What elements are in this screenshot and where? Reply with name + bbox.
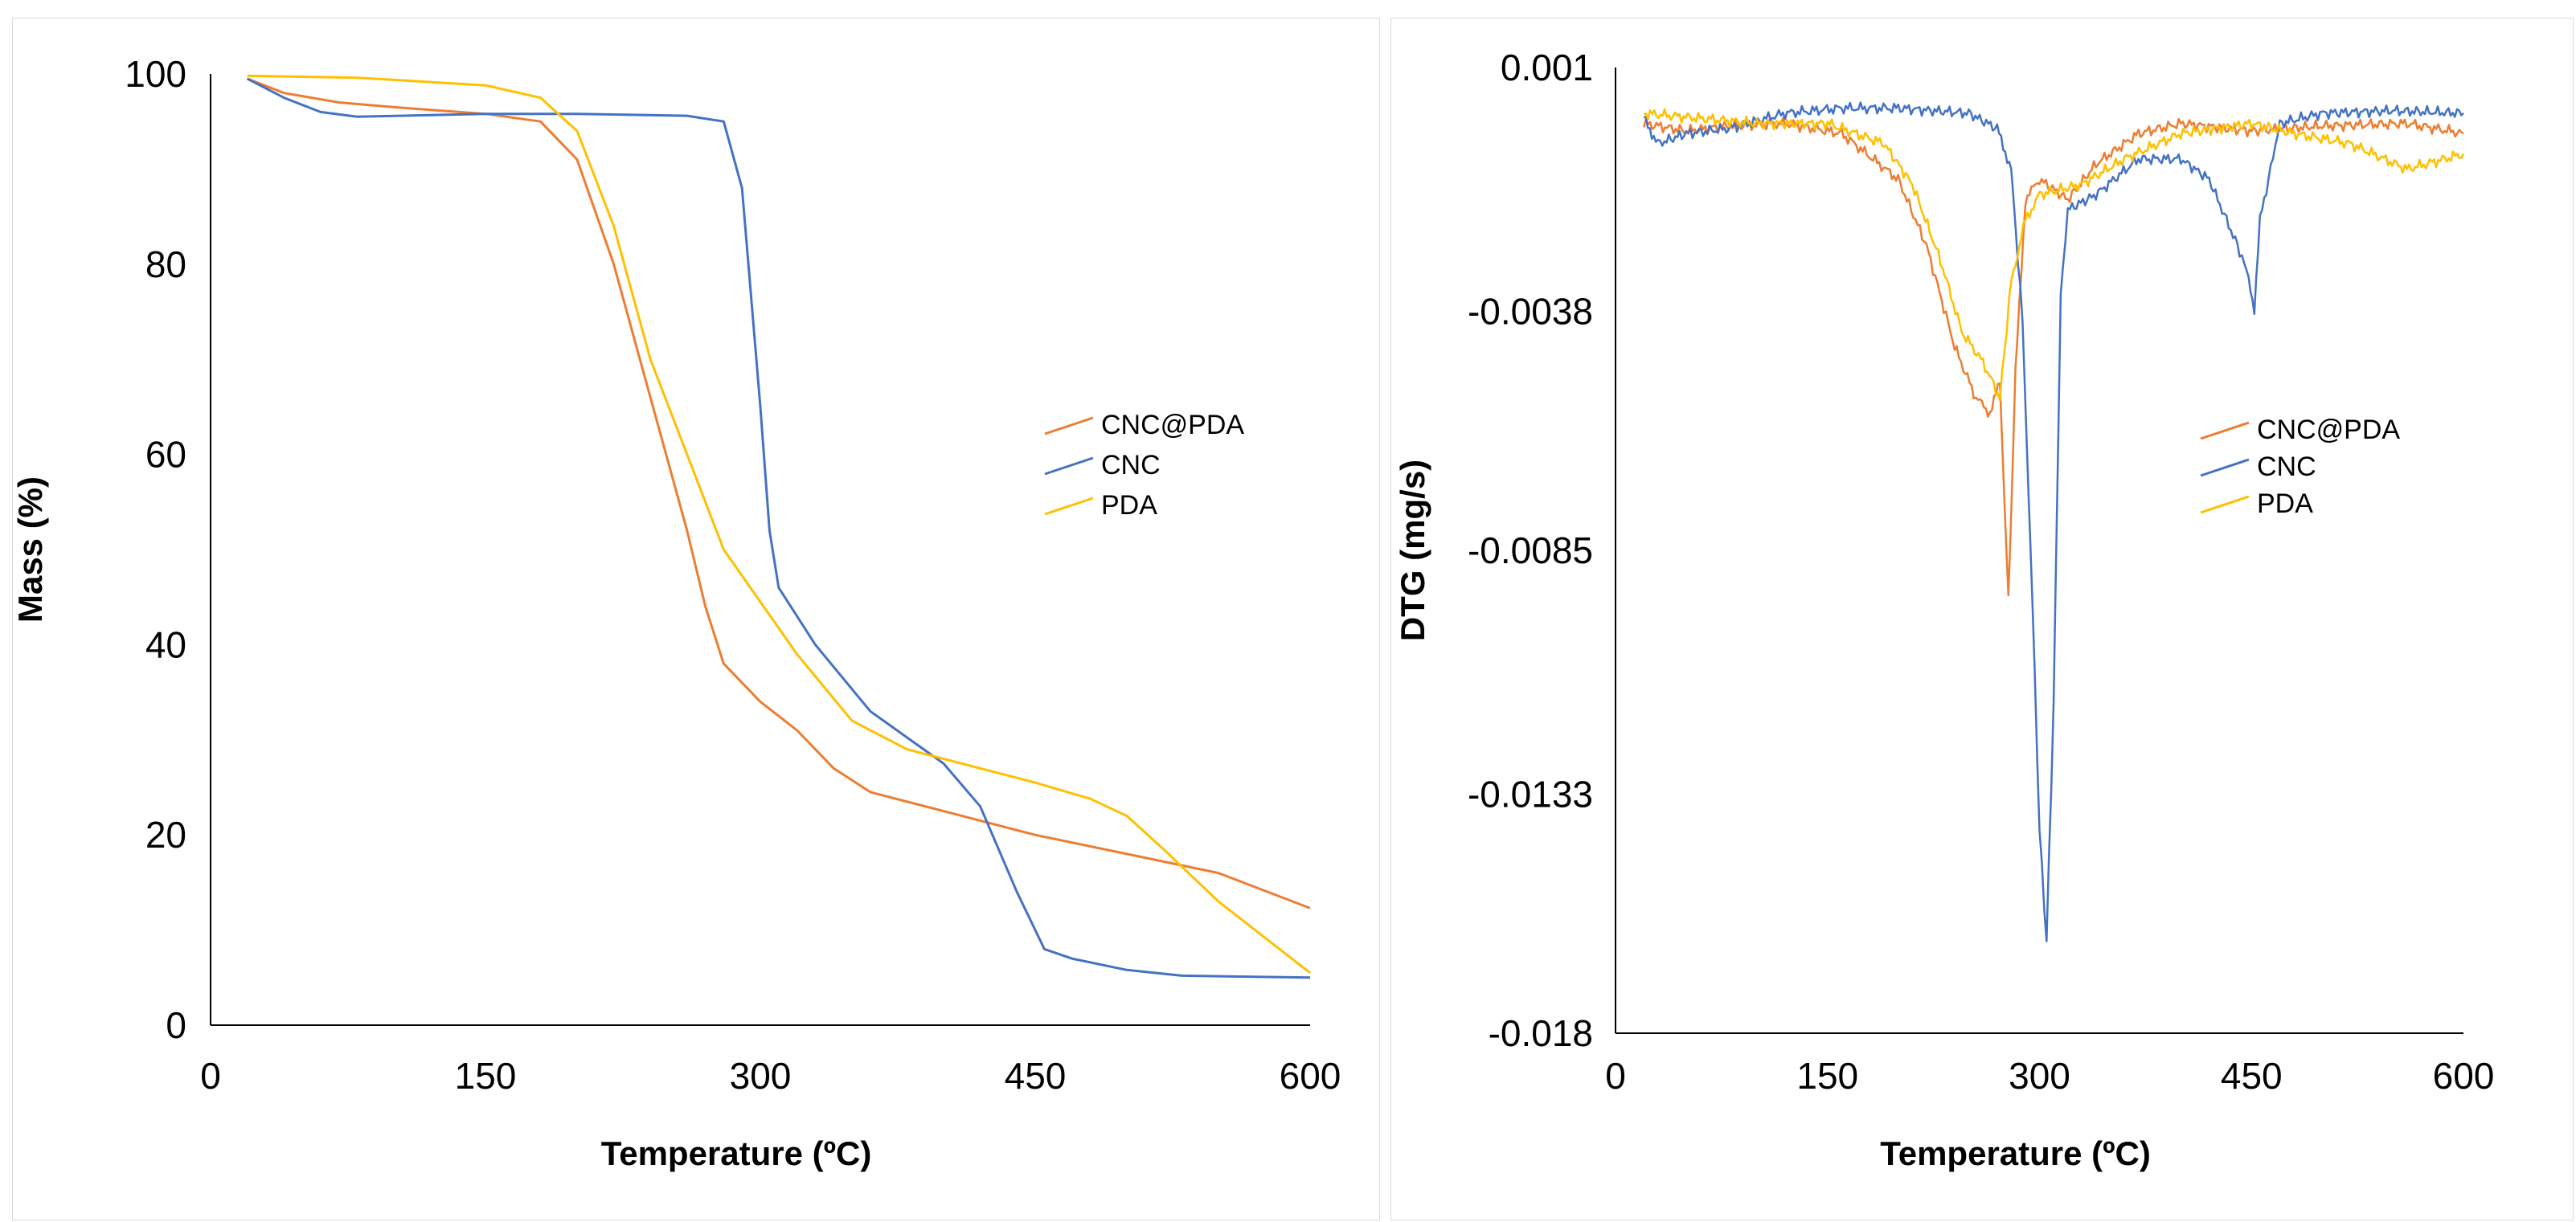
mass-y-tick-label: 100: [125, 53, 186, 95]
mass-y-tick-label: 0: [166, 1004, 186, 1046]
mass-legend-swatch: [1044, 416, 1094, 435]
dtg-legend-label: PDA: [2257, 488, 2313, 519]
mass-legend-swatch: [1044, 497, 1094, 516]
mass-chart-frame: [12, 18, 1380, 1220]
dtg-x-tick-label: 450: [2221, 1055, 2283, 1097]
mass-chart: 0 150 300 450 600 0 20 40 60 80 100 Temperature (ºC…: [11, 53, 1341, 1172]
dtg-y-tick-label: -0.0133: [1468, 774, 1593, 815]
mass-legend-label: CNC: [1101, 450, 1161, 480]
dtg-y-tick-label: 0.001: [1501, 47, 1593, 88]
mass-series-line-pda: [247, 74, 1311, 975]
mass-x-tick-label: 450: [1005, 1055, 1067, 1097]
mass-x-tick-label: 0: [200, 1055, 221, 1097]
dtg-y-tick-label: -0.0085: [1468, 529, 1593, 571]
dtg-series-line-cnc: [1643, 101, 2464, 942]
dtg-y-tick-label: -0.0038: [1468, 291, 1593, 333]
mass-legend-swatch: [1044, 456, 1094, 476]
mass-y-tick-label: 60: [145, 434, 186, 476]
mass-x-tick-label: 300: [730, 1055, 792, 1097]
dtg-y-tick-label: -0.018: [1489, 1012, 1593, 1054]
dtg-x-tick-label: 600: [2433, 1055, 2495, 1097]
dtg-legend-swatch: [2200, 458, 2250, 477]
mass-x-tick-label: 600: [1280, 1055, 1341, 1097]
dtg-series-line-pda: [1644, 108, 2465, 402]
mass-y-tick-label: 20: [145, 814, 186, 856]
mass-series-line-cnc-pda: [247, 77, 1311, 909]
dtg-x-tick-label: 0: [1605, 1055, 1626, 1097]
dtg-legend-label: CNC: [2257, 452, 2316, 482]
dtg-legend-swatch: [2200, 495, 2250, 514]
mass-y-axis-title: Mass (%): [11, 476, 49, 623]
mass-legend-label: PDA: [1101, 490, 1157, 521]
dtg-series-line-cnc-pda: [1642, 116, 2464, 597]
dtg-chart-frame: [1390, 18, 2574, 1220]
dtg-x-tick-label: 150: [1796, 1055, 1858, 1097]
mass-chart-panel: 0 150 300 450 600 0 20 40 60 80 100 Temperature (ºC…: [11, 18, 1380, 1220]
mass-series-line-cnc: [246, 77, 1311, 979]
dtg-chart: 0 150 300 450 600 0.001 -0.0038 -0.0085 -0.0133 -…: [1394, 47, 2495, 1172]
mass-x-tick-label: 150: [455, 1055, 517, 1097]
dtg-x-axis-title: Temperature (ºC): [1880, 1134, 2151, 1172]
mass-legend-label: CNC@PDA: [1101, 410, 1244, 440]
dtg-chart-panel: 0 150 300 450 600 0.001 -0.0038 -0.0085 -0.0133 -…: [1382, 0, 2576, 1222]
dtg-y-axis-title: DTG (mg/s): [1394, 460, 1431, 641]
dtg-legend-label: CNC@PDA: [2257, 415, 2400, 445]
mass-x-axis-title: Temperature (ºC): [601, 1134, 872, 1172]
dtg-legend-swatch: [2200, 421, 2250, 440]
dtg-x-tick-label: 300: [2009, 1055, 2070, 1097]
mass-y-tick-label: 40: [145, 623, 186, 665]
mass-y-tick-label: 80: [145, 243, 186, 285]
